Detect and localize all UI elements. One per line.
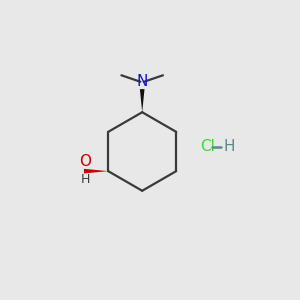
Text: Cl: Cl bbox=[200, 140, 215, 154]
Polygon shape bbox=[84, 169, 108, 173]
Text: H: H bbox=[223, 140, 235, 154]
Text: N: N bbox=[136, 74, 148, 89]
Text: H: H bbox=[80, 173, 90, 186]
Text: O: O bbox=[79, 154, 91, 169]
Polygon shape bbox=[140, 89, 145, 112]
